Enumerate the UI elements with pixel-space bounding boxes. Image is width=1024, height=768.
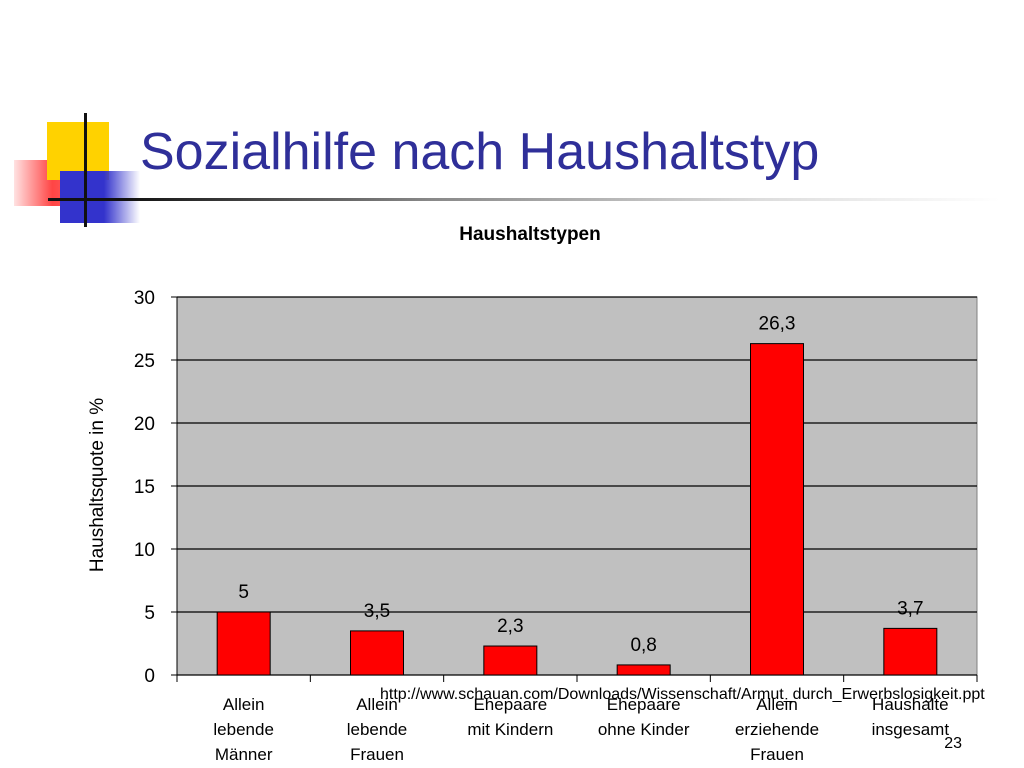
data-label: 5 (238, 582, 249, 603)
y-tick-label: 0 (144, 666, 155, 687)
x-tick-label: Haushalte (872, 695, 949, 714)
y-tick-label: 20 (134, 414, 155, 435)
y-tick-label: 5 (144, 603, 155, 624)
bar (483, 645, 538, 676)
y-tick-label: 25 (134, 351, 155, 372)
decorative-yellow-square (47, 122, 109, 180)
data-label: 0,8 (630, 635, 656, 656)
x-tick-label: Allein (756, 695, 798, 714)
slide-title: Sozialhilfe nach Haushaltstyp (140, 123, 820, 181)
y-tick-label: 15 (134, 477, 155, 498)
bar (616, 664, 671, 676)
page-number: 23 (944, 735, 962, 752)
x-tick-label: Männer (215, 745, 273, 764)
title-underline (48, 198, 1000, 201)
bar (883, 627, 938, 676)
x-tick-label: Ehepaare (473, 695, 547, 714)
x-tick-label: erziehende (735, 720, 819, 739)
data-label: 3,5 (364, 601, 390, 622)
x-tick-label: Allein (356, 695, 398, 714)
decorative-blue-square (60, 171, 140, 223)
x-tick-label: lebende (347, 720, 408, 739)
bar (350, 630, 404, 676)
x-tick-label: ohne Kinder (598, 720, 690, 739)
footer-source-url: http://www.schauan.com/Downloads/Wissens… (380, 686, 985, 703)
x-tick-label: Frauen (750, 745, 804, 764)
x-tick-label: insgesamt (872, 720, 950, 739)
y-tick-label: 30 (134, 288, 155, 309)
x-tick-label: Frauen (350, 745, 404, 764)
x-tick-label: Allein (223, 695, 265, 714)
data-label: 2,3 (497, 616, 523, 637)
y-tick-label: 10 (134, 540, 155, 561)
bar (750, 343, 804, 676)
bar (216, 611, 271, 676)
x-tick-label: Ehepaare (607, 695, 681, 714)
chart-title: Haushaltstypen (459, 224, 601, 245)
x-tick-label: lebende (213, 720, 274, 739)
x-tick-label: mit Kindern (467, 720, 553, 739)
data-label: 26,3 (759, 314, 796, 335)
decorative-vertical-line (84, 113, 87, 227)
data-label: 3,7 (897, 598, 923, 619)
